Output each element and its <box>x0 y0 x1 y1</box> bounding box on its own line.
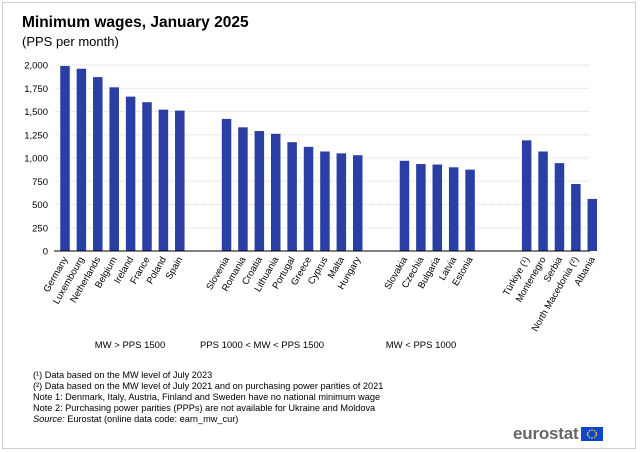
chart-title: Minimum wages, January 2025 <box>22 14 249 31</box>
bar <box>158 109 169 251</box>
bar <box>93 77 103 251</box>
bar <box>238 127 248 251</box>
y-tick-label: 500 <box>32 200 48 211</box>
group-label-low: MW < PPS 1000 <box>385 340 457 351</box>
note-4: Note 2: Purchasing power parities (PPPs)… <box>33 403 376 413</box>
note-3: Note 1: Denmark, Italy, Austria, Finland… <box>33 392 381 402</box>
bar <box>287 142 297 251</box>
bar <box>448 167 459 251</box>
bar <box>352 155 363 251</box>
notes-block: (¹) Data based on the MW level of July 2… <box>33 370 383 425</box>
bar <box>587 198 598 251</box>
note-1: (¹) Data based on the MW level of July 2… <box>33 370 213 380</box>
bar <box>336 153 347 251</box>
logo-text: eurostat <box>513 424 579 443</box>
y-tick-label: 0 <box>43 247 48 258</box>
y-tick-label: 250 <box>32 223 48 234</box>
bar <box>571 184 581 251</box>
y-tick-label: 1,500 <box>24 107 48 118</box>
bar <box>320 151 330 251</box>
bar <box>125 96 136 252</box>
y-tick-label: 1,750 <box>24 84 48 95</box>
y-tick-label: 2,000 <box>24 61 48 72</box>
bar <box>270 133 281 251</box>
bar <box>465 169 475 251</box>
bar <box>399 160 410 251</box>
bar <box>109 87 119 251</box>
bar <box>303 146 314 251</box>
bar <box>76 68 87 251</box>
chart-frame <box>2 2 636 449</box>
bar <box>432 164 443 251</box>
bar <box>554 163 565 251</box>
y-tick-label: 1,250 <box>24 130 48 141</box>
eurostat-logo: eurostat <box>513 424 604 444</box>
bar <box>538 151 548 251</box>
source-label: Source: <box>33 414 65 424</box>
x-tick-label: Spain <box>164 255 186 282</box>
bar <box>416 164 426 251</box>
note-2: (²) Data based on the MW level of July 2… <box>33 381 384 391</box>
chart-subtitle: (PPS per month) <box>22 34 119 49</box>
bar <box>254 131 265 251</box>
bar <box>221 118 232 251</box>
group-label-mid: PPS 1000 < MW < PPS 1500 <box>199 340 325 351</box>
bar <box>175 110 185 251</box>
bar <box>142 102 152 251</box>
group-label-high: MW > PPS 1500 <box>94 340 166 351</box>
source-text: Eurostat (online data code: earn_mw_cur) <box>67 414 239 424</box>
eu-flag-icon <box>581 427 604 441</box>
bar <box>60 65 70 252</box>
y-tick-label: 750 <box>32 177 48 188</box>
source-line: Source: Eurostat (online data code: earn… <box>33 414 383 425</box>
y-tick-label: 1,000 <box>24 154 48 165</box>
bar <box>521 140 532 251</box>
